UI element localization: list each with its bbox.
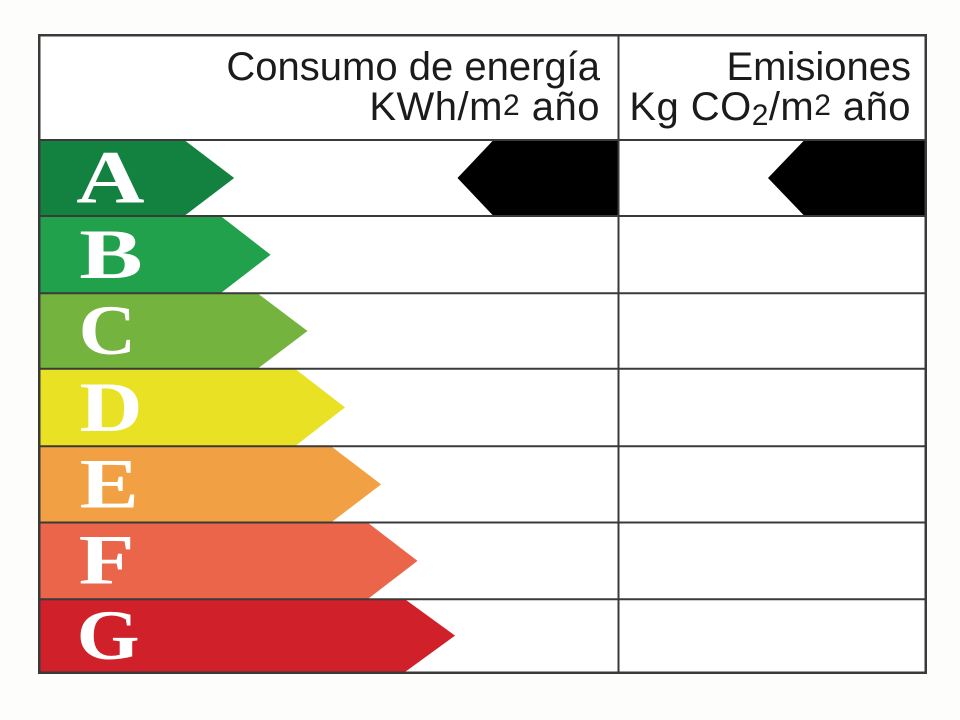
svg-text:KWh/m2 año: KWh/m2 año — [369, 85, 600, 129]
svg-text:C: C — [79, 292, 136, 370]
svg-text:D: D — [80, 369, 143, 448]
svg-text:Consumo de energía: Consumo de energía — [226, 45, 600, 89]
svg-text:F: F — [79, 520, 135, 599]
svg-text:A: A — [76, 136, 144, 219]
svg-text:E: E — [80, 445, 139, 524]
svg-text:Kg CO2/m2 año: Kg CO2/m2 año — [629, 85, 911, 132]
svg-text:Emisiones: Emisiones — [726, 45, 911, 89]
svg-text:G: G — [77, 597, 140, 675]
svg-text:B: B — [79, 216, 142, 295]
